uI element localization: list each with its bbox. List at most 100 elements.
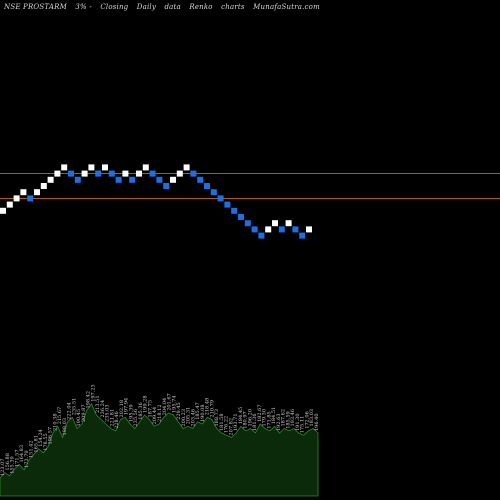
volume-label: 178.55 bbox=[43, 433, 49, 451]
volume-label: 235.03 bbox=[105, 405, 111, 423]
header-data-word: data bbox=[164, 3, 181, 11]
volume-label: 197.94 bbox=[124, 398, 130, 416]
chart-header: NSE PROSTARM 3% - Closing Daily data Ren… bbox=[4, 3, 326, 11]
volume-label: 172.06 bbox=[305, 411, 311, 429]
volume-label: 192.63 bbox=[276, 414, 282, 432]
volume-label: 179.30 bbox=[262, 409, 268, 427]
volume-label: 182.67 bbox=[257, 405, 263, 423]
volume-label: 197.23 bbox=[90, 384, 96, 402]
volume-label: 196.57 bbox=[48, 427, 54, 445]
volume-label: 210.38 bbox=[52, 414, 58, 432]
renko-brick-down bbox=[115, 176, 122, 183]
volume-label: 235.51 bbox=[71, 398, 77, 416]
volume-label: 218.48 bbox=[205, 398, 211, 416]
volume-label: 199.28 bbox=[143, 396, 149, 414]
volume-label: 198.42 bbox=[86, 391, 92, 409]
renko-brick-down bbox=[68, 170, 74, 177]
renko-brick-down bbox=[204, 183, 210, 189]
volume-label: 173.79 bbox=[24, 450, 30, 468]
renko-brick-up bbox=[265, 226, 272, 233]
volume-label: 218.12 bbox=[157, 405, 163, 423]
renko-brick-up bbox=[136, 170, 142, 177]
renko-brick-up bbox=[102, 164, 108, 171]
renko-brick-up bbox=[13, 195, 20, 202]
header-frequency: Daily bbox=[136, 3, 157, 11]
renko-brick-down bbox=[129, 176, 136, 183]
renko-brick-up bbox=[272, 220, 278, 227]
volume-label: 185.59 bbox=[286, 411, 292, 429]
volume-label: 185.36 bbox=[138, 402, 144, 420]
volume-label: 221.81 bbox=[109, 409, 115, 427]
header-site: MunafaSutra.com bbox=[253, 3, 320, 11]
volume-label: 229.45 bbox=[176, 402, 182, 420]
volume-label: 193.71 bbox=[233, 414, 239, 432]
volume-label: 190.45 bbox=[76, 409, 82, 427]
volume-label: 184.51 bbox=[271, 407, 277, 425]
renko-brick-up bbox=[54, 170, 61, 177]
renko-brick-down bbox=[108, 170, 115, 177]
renko-brick-down bbox=[244, 220, 251, 227]
renko-brick-down bbox=[238, 214, 244, 220]
volume-label: 193.46 bbox=[290, 409, 296, 427]
volume-label: 187.62 bbox=[281, 409, 287, 427]
volume-label: 195.74 bbox=[171, 396, 177, 414]
volume-label: 213.51 bbox=[95, 396, 101, 414]
volume-label: 235.56 bbox=[133, 409, 139, 427]
volume-label: 209.87 bbox=[81, 405, 87, 423]
renko-brick-down bbox=[210, 189, 217, 196]
volume-label: 215.67 bbox=[57, 407, 63, 425]
volume-label: 210.79 bbox=[209, 400, 215, 418]
header-change: 3% - bbox=[75, 3, 92, 11]
renko-brick-down bbox=[224, 201, 231, 208]
volume-label: 196.20 bbox=[247, 409, 253, 427]
header-symbol: NSE PROSTARM bbox=[4, 3, 67, 11]
volume-label: 196.40 bbox=[314, 414, 320, 432]
renko-brick-up bbox=[20, 189, 27, 196]
volume-label: 228.46 bbox=[114, 411, 120, 429]
volume-label: 190.08 bbox=[200, 405, 206, 423]
renko-brick-down bbox=[197, 176, 204, 183]
volume-label: 200.23 bbox=[181, 409, 187, 427]
renko-brick-up bbox=[61, 164, 68, 171]
renko-brick-down bbox=[149, 170, 156, 177]
volume-label: 195.39 bbox=[129, 405, 135, 423]
volume-label: 204.04 bbox=[162, 398, 168, 416]
volume-label: 175.11 bbox=[300, 416, 306, 434]
renko-brick-up bbox=[176, 170, 183, 177]
renko-brick-down bbox=[231, 207, 238, 214]
renko-brick-up bbox=[122, 170, 129, 177]
renko-brick-down bbox=[156, 176, 163, 183]
volume-label: 188.73 bbox=[214, 409, 220, 427]
volume-label: 123.07 bbox=[0, 459, 6, 477]
volume-label: 205.31 bbox=[186, 407, 192, 425]
volume-area bbox=[0, 402, 319, 497]
renko-brick-down bbox=[278, 226, 285, 233]
volume-label: 176.22 bbox=[224, 416, 230, 434]
renko-brick-up bbox=[0, 207, 6, 214]
volume-label: 164.83 bbox=[19, 445, 25, 463]
renko-brick-up bbox=[170, 176, 176, 183]
renko-brick-down bbox=[27, 195, 34, 202]
volume-label: 236.24 bbox=[100, 400, 106, 418]
renko-brick-down bbox=[163, 183, 170, 189]
renko-brick-up bbox=[34, 189, 40, 196]
header-charts-word: charts bbox=[221, 3, 245, 11]
volume-label: 183.03 bbox=[309, 409, 315, 427]
volume-label: 203.46 bbox=[190, 409, 196, 427]
volume-label: 151.42 bbox=[29, 441, 35, 459]
renko-brick-down bbox=[292, 226, 299, 233]
volume-label: 180.97 bbox=[243, 411, 249, 429]
renko-brick-up bbox=[40, 183, 47, 189]
volume-label: 181.36 bbox=[252, 414, 258, 432]
header-chart-type: Renko bbox=[189, 3, 213, 11]
renko-brick-down bbox=[74, 176, 81, 183]
volume-label: 156.88 bbox=[5, 453, 11, 471]
renko-brick-down bbox=[299, 232, 306, 239]
renko-brick-up bbox=[142, 164, 149, 171]
volume-label: 165.81 bbox=[33, 435, 39, 453]
renko-brick-down bbox=[95, 170, 102, 177]
volume-label: 155.39 bbox=[10, 456, 16, 474]
renko-brick-down bbox=[251, 226, 258, 233]
renko-brick-up bbox=[6, 201, 13, 208]
